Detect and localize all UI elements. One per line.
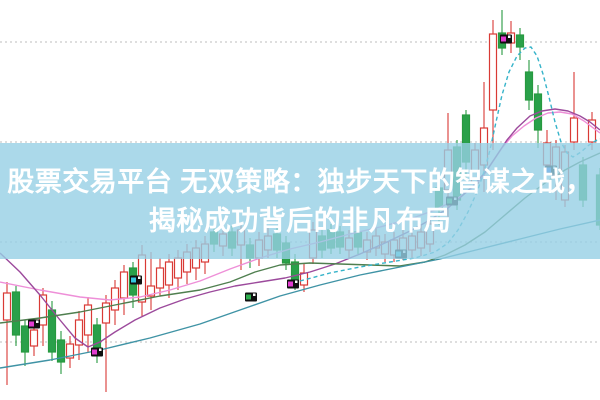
promo-banner: 股票交易平台 无双策略：独步天下的智谋之战， 揭秘成功背后的非凡布局 (0, 143, 600, 259)
banner-title-line2: 揭秘成功背后的非凡布局 (148, 205, 452, 236)
banner-title-line1: 股票交易平台 无双策略：独步天下的智谋之战， (7, 166, 593, 197)
